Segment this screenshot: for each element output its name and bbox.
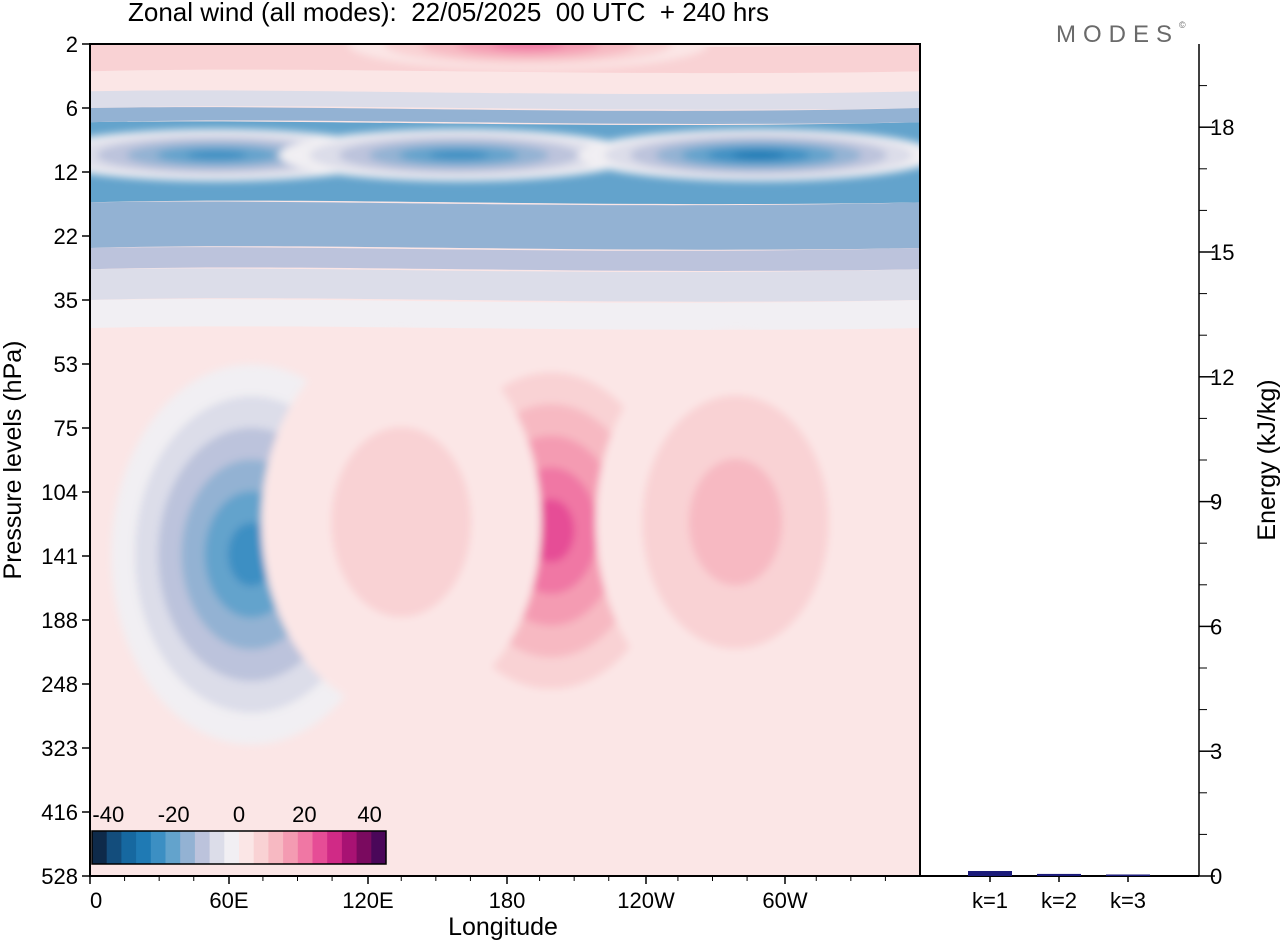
feature-6-level-1 bbox=[331, 427, 472, 618]
chart-title: Zonal wind (all modes): 22/05/2025 00 UT… bbox=[128, 0, 769, 27]
x-tick-label: 60W bbox=[762, 888, 807, 913]
colorbar-swatch bbox=[312, 831, 328, 864]
y-tick-label: 416 bbox=[41, 800, 78, 825]
y-tick-label: 35 bbox=[54, 288, 78, 313]
colorbar-swatch bbox=[283, 831, 299, 864]
colorbar-tick-label: -20 bbox=[158, 802, 190, 827]
energy-category-label: k=2 bbox=[1041, 888, 1077, 913]
energy-tick-label: 3 bbox=[1210, 739, 1222, 764]
colorbar-swatch bbox=[327, 831, 343, 864]
field-band-3 bbox=[90, 107, 920, 124]
colorbar-swatch bbox=[253, 831, 269, 864]
energy-bar bbox=[1037, 873, 1081, 876]
energy-tick-label: 9 bbox=[1210, 490, 1222, 515]
energy-axis-label: Energy (kJ/kg) bbox=[1253, 379, 1280, 540]
modes-logo-text: MODES bbox=[1056, 21, 1180, 48]
y-tick-label: 104 bbox=[41, 480, 78, 505]
colorbar: -40 -20 0 20 40 bbox=[91, 802, 387, 865]
colorbar-swatch bbox=[341, 831, 358, 864]
colorbar-tick-label: -40 bbox=[92, 802, 124, 827]
field-band-8 bbox=[90, 299, 920, 330]
energy-tick-label: 6 bbox=[1210, 614, 1222, 639]
x-tick-label: 120E bbox=[342, 888, 393, 913]
feature-0-level-5 bbox=[186, 150, 247, 160]
field-band-1 bbox=[90, 70, 920, 93]
colorbar-swatch bbox=[165, 831, 181, 864]
colorbar-swatch bbox=[268, 831, 284, 864]
modes-logo: MODES© bbox=[1056, 20, 1186, 49]
y-tick-label: 6 bbox=[66, 96, 78, 121]
colorbar-swatch bbox=[150, 831, 166, 864]
colorbar-swatch bbox=[356, 831, 372, 864]
colorbar-tick-label: 40 bbox=[357, 802, 381, 827]
colorbar-swatch bbox=[194, 831, 211, 864]
colorbar-swatch bbox=[239, 831, 255, 864]
x-axis-label: Longitude bbox=[448, 913, 558, 941]
y-tick-label: 12 bbox=[54, 160, 78, 185]
x-tick-label: 180 bbox=[489, 888, 526, 913]
y-tick-label: 323 bbox=[41, 736, 78, 761]
field-band-6 bbox=[90, 247, 920, 271]
colorbar-tick-label: 20 bbox=[292, 802, 316, 827]
energy-tick-label: 18 bbox=[1210, 115, 1234, 140]
field-band-7 bbox=[90, 268, 920, 302]
colorbar-swatch bbox=[224, 831, 240, 864]
y-tick-label: 248 bbox=[41, 672, 78, 697]
colorbar-swatch bbox=[297, 831, 313, 864]
contour-field bbox=[90, 44, 920, 876]
modes-logo-mark: © bbox=[1179, 20, 1186, 30]
energy-bar bbox=[1106, 874, 1150, 876]
field-band-5 bbox=[90, 201, 920, 250]
y-tick-label: 528 bbox=[41, 864, 78, 889]
y-tick-label: 2 bbox=[66, 32, 78, 57]
field-features bbox=[90, 44, 920, 745]
x-tick-label: 120W bbox=[617, 888, 675, 913]
feature-2-level-6 bbox=[732, 151, 785, 159]
colorbar-swatch bbox=[180, 831, 196, 864]
feature-1-level-5 bbox=[428, 150, 489, 160]
y-tick-label: 188 bbox=[41, 608, 78, 633]
feature-7-level-4 bbox=[492, 44, 565, 50]
colorbar-swatch bbox=[209, 831, 225, 864]
colorbar-tick-label: 0 bbox=[233, 802, 245, 827]
colorbar-frame bbox=[91, 830, 387, 865]
energy-tick-label: 15 bbox=[1210, 240, 1234, 265]
y-axis-label: Pressure levels (hPa) bbox=[0, 341, 27, 580]
x-tick-label: 60E bbox=[209, 888, 248, 913]
colorbar-swatch bbox=[371, 831, 387, 864]
colorbar-swatch bbox=[92, 831, 108, 864]
y-tick-label: 22 bbox=[54, 224, 78, 249]
y-tick-label: 141 bbox=[41, 544, 78, 569]
y-tick-label: 75 bbox=[54, 416, 78, 441]
y-tick-label: 53 bbox=[54, 352, 78, 377]
x-tick-label: 0 bbox=[90, 888, 102, 913]
feature-5-level-2 bbox=[688, 458, 783, 586]
colorbar-swatch bbox=[106, 831, 122, 864]
energy-tick-label: 12 bbox=[1210, 365, 1234, 390]
energy-category-label: k=3 bbox=[1110, 888, 1146, 913]
energy-category-label: k=1 bbox=[972, 888, 1008, 913]
colorbar-swatch bbox=[121, 831, 137, 864]
field-band-2 bbox=[90, 90, 920, 110]
colorbar-swatch bbox=[136, 831, 152, 864]
energy-bar bbox=[968, 871, 1012, 876]
energy-bars: k=1 k=2 k=3 bbox=[968, 871, 1150, 913]
energy-tick-label: 0 bbox=[1210, 864, 1222, 889]
